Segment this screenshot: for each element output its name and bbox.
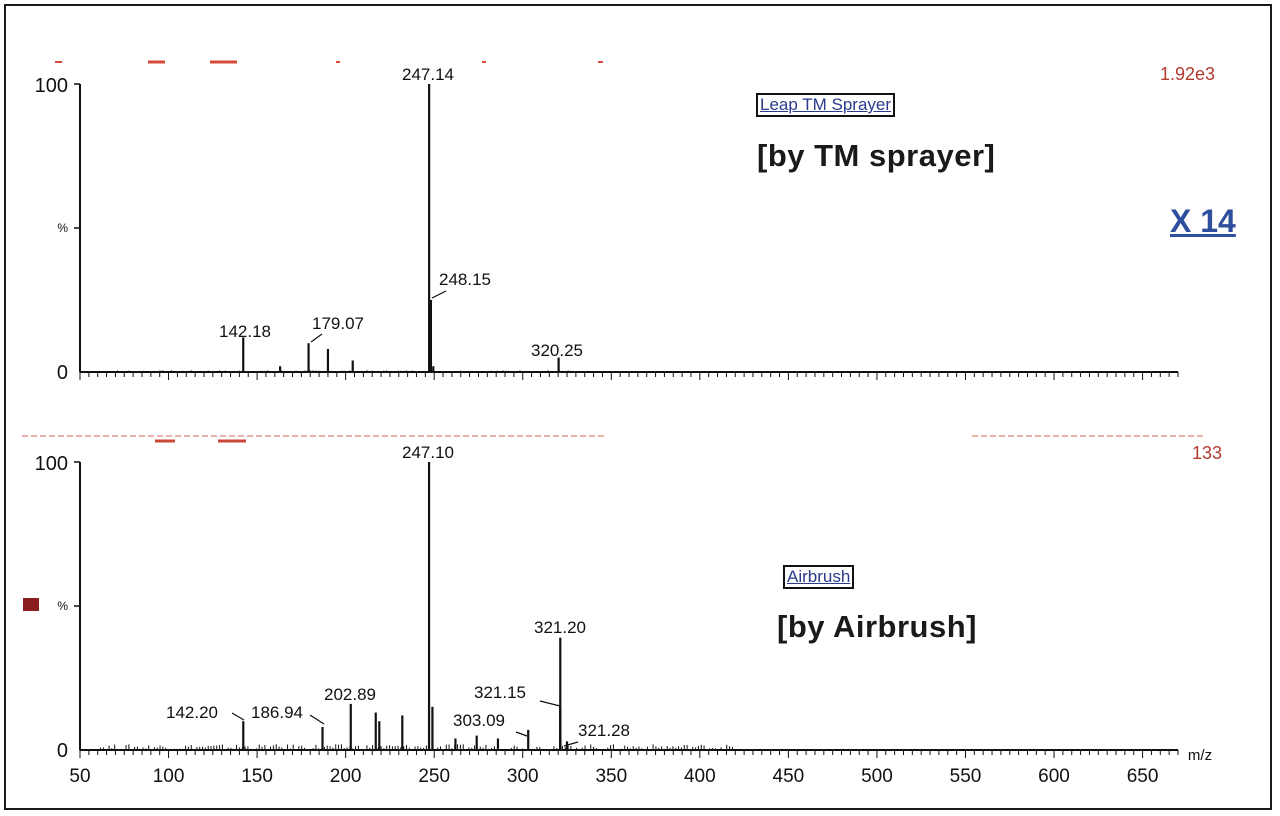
y-tick-label-percent: %	[57, 221, 68, 235]
peak-leader	[431, 290, 447, 299]
peak-label: 247.14	[402, 65, 454, 84]
peak-label: 321.28	[578, 721, 630, 740]
panel-bottom: 100% 0 142.20 186.94 202.89 247.10 303.09 321.1…	[35, 443, 1212, 787]
y-tick-label-0: 0	[57, 362, 68, 384]
peak-label: 247.10	[402, 443, 454, 462]
legend-marker	[23, 598, 39, 611]
peak-leader	[539, 700, 561, 707]
panel-top: 100% 0 142.18 179.07 247.14 248.15 320.25	[35, 65, 1179, 384]
peak-label: 179.07	[312, 314, 364, 333]
bottom-panel-title: [by Airbrush]	[777, 609, 977, 644]
x-tick-label: 200	[330, 766, 362, 787]
peak-label: 142.20	[166, 703, 218, 722]
peak-label: 186.94	[251, 703, 303, 722]
bottom-scale-label: 133	[1192, 443, 1223, 463]
x-tick-label: 550	[950, 766, 982, 787]
x-tick-label: 500	[861, 766, 893, 787]
x-tick-label: 250	[418, 766, 450, 787]
x-tick-label: 600	[1038, 766, 1070, 787]
peak-label: 320.25	[531, 341, 583, 360]
bottom-panel-label: Airbrush	[783, 565, 855, 589]
peak-label: 321.15	[474, 683, 526, 702]
multiplier-label: X 14	[1170, 203, 1236, 239]
figure-frame	[4, 4, 1272, 810]
peak-label: 202.89	[324, 685, 376, 704]
peak-label: 303.09	[453, 711, 505, 730]
x-tick-label: 350	[595, 766, 627, 787]
x-tick-label: 650	[1127, 766, 1159, 787]
peak-leader	[515, 731, 528, 737]
y-tick-label-percent: %	[57, 599, 68, 613]
y-tick-label-0: 0	[57, 740, 68, 762]
x-axis-label: m/z	[1188, 747, 1212, 764]
peak-label: 321.20	[534, 618, 586, 637]
x-tick-label: 300	[507, 766, 539, 787]
x-tick-label: 100	[153, 766, 185, 787]
top-panel-title: [by TM sprayer]	[757, 138, 996, 173]
y-tick-label-100: 100	[35, 453, 68, 475]
x-tick-label: 450	[773, 766, 805, 787]
y-tick-label-100: 100	[35, 75, 68, 97]
peak-label: 142.18	[219, 322, 271, 341]
x-tick-label: 50	[69, 766, 90, 787]
peak-label: 248.15	[439, 270, 491, 289]
peak-leader	[563, 741, 579, 747]
peak-leader	[309, 714, 325, 725]
x-tick-label: 150	[241, 766, 273, 787]
peak-leader	[231, 712, 245, 721]
top-panel-label: Leap TM Sprayer	[756, 93, 896, 117]
peak-leader	[310, 333, 323, 343]
x-tick-label: 400	[684, 766, 716, 787]
top-scale-label: 1.92e3	[1160, 64, 1216, 84]
